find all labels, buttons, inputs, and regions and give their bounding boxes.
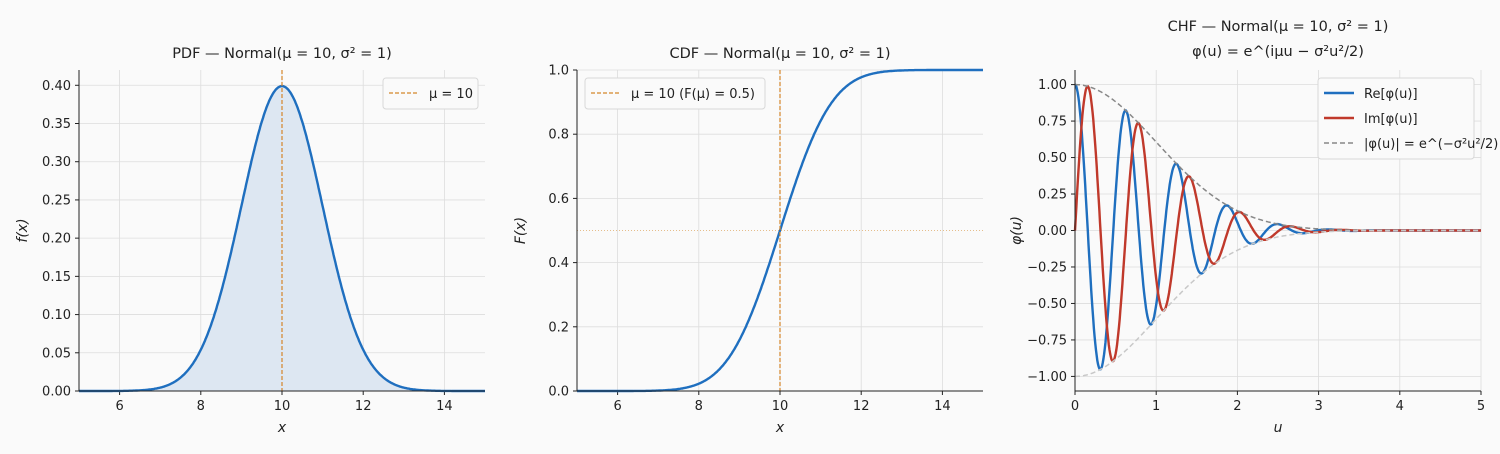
- x-axis-label: x: [277, 420, 287, 436]
- y-tick-label: 0.00: [42, 385, 71, 400]
- x-tick-label: 1: [1152, 399, 1160, 414]
- y-tick-label: 0.05: [42, 346, 71, 361]
- y-tick-label: 0.8: [548, 128, 569, 143]
- legend-label: |φ(u)| = e^(−σ²u²/2): [1364, 137, 1498, 152]
- y-tick-label: 0.25: [42, 193, 71, 208]
- y-tick-label: −0.75: [1027, 333, 1067, 348]
- y-tick-label: 0.75: [1038, 115, 1067, 130]
- series-line-negmod: [1075, 229, 1481, 378]
- y-tick-label: 0.40: [42, 79, 71, 94]
- x-axis-label: x: [775, 420, 785, 436]
- panel-chf: 0 1 2 3 4 5 −1.00 −0.75 −0.50 −0.25 0.00 0.25 0.50 0.…: [1009, 19, 1498, 436]
- y-axis-label: f(x): [15, 218, 31, 242]
- x-tick-label: 12: [355, 399, 372, 414]
- y-axis-label: F(x): [513, 217, 529, 244]
- y-tick-label: 0.50: [1038, 151, 1067, 166]
- x-tick-label: 14: [934, 399, 951, 414]
- legend-box: [584, 77, 766, 110]
- y-tick-label: −0.25: [1027, 260, 1067, 275]
- y-tick-label: 0.25: [1038, 188, 1067, 203]
- y-axis-label: φ(u): [1009, 216, 1025, 245]
- legend: μ = 10: [382, 77, 479, 110]
- y-tick-label: 0.0: [548, 385, 569, 400]
- x-axis-label: u: [1274, 420, 1283, 436]
- x-tick-label: 8: [197, 399, 205, 414]
- legend-label: μ = 10: [429, 87, 473, 102]
- legend-label: Im[φ(u)]: [1364, 112, 1418, 127]
- y-tick-label: 0.2: [548, 320, 569, 335]
- x-tick-label: 6: [613, 399, 621, 414]
- y-tick-label: 0.4: [548, 256, 569, 271]
- x-tick-label: 6: [115, 399, 123, 414]
- legend-box: [382, 77, 479, 110]
- chart-subtitle: φ(u) = e^(iμu − σ²u²/2): [1192, 44, 1364, 60]
- panel-cdf: 6 8 10 12 14 0.0 0.2 0.4 0.6 0.8 1.0 CDF — Normal(μ…: [513, 46, 983, 436]
- x-tick-label: 4: [1396, 399, 1404, 414]
- chart-title: CHF — Normal(μ = 10, σ² = 1): [1168, 19, 1389, 35]
- x-tick-label: 3: [1314, 399, 1322, 414]
- x-tick-label: 2: [1233, 399, 1241, 414]
- x-tick-label: 5: [1477, 399, 1485, 414]
- y-tick-label: 0.00: [1038, 224, 1067, 239]
- y-tick-label: 0.30: [42, 155, 71, 170]
- legend-label: Re[φ(u)]: [1364, 87, 1418, 102]
- y-tick-label: 0.35: [42, 117, 71, 132]
- panel-pdf: 6 8 10 12 14 0.00 0.05 0.10 0.15 0.20 0.25 0.30 0.35…: [15, 46, 485, 436]
- x-tick-label: 8: [695, 399, 703, 414]
- y-tick-label: 0.10: [42, 308, 71, 323]
- x-tick-label: 12: [853, 399, 870, 414]
- x-tick-label: 10: [772, 399, 789, 414]
- x-tick-label: 0: [1071, 399, 1079, 414]
- y-tick-label: 1.00: [1038, 78, 1067, 93]
- chart-title: PDF — Normal(μ = 10, σ² = 1): [172, 46, 392, 62]
- y-tick-label: 0.20: [42, 232, 71, 247]
- y-tick-label: 0.6: [548, 192, 569, 207]
- x-tick-label: 14: [436, 399, 453, 414]
- y-tick-label: 1.0: [548, 64, 569, 79]
- legend: μ = 10 (F(μ) = 0.5): [584, 77, 766, 110]
- legend-label: μ = 10 (F(μ) = 0.5): [631, 87, 755, 102]
- y-tick-label: −1.00: [1027, 370, 1067, 385]
- series-line-pdf: [79, 84, 485, 393]
- legend: Re[φ(u)] Im[φ(u)] |φ(u)| = e^(−σ²u²/2): [1317, 77, 1498, 160]
- y-tick-label: 0.15: [42, 270, 71, 285]
- x-tick-label: 10: [274, 399, 291, 414]
- y-tick-label: −0.50: [1027, 297, 1067, 312]
- chart-title: CDF — Normal(μ = 10, σ² = 1): [670, 46, 891, 62]
- legend-box: [1317, 77, 1475, 160]
